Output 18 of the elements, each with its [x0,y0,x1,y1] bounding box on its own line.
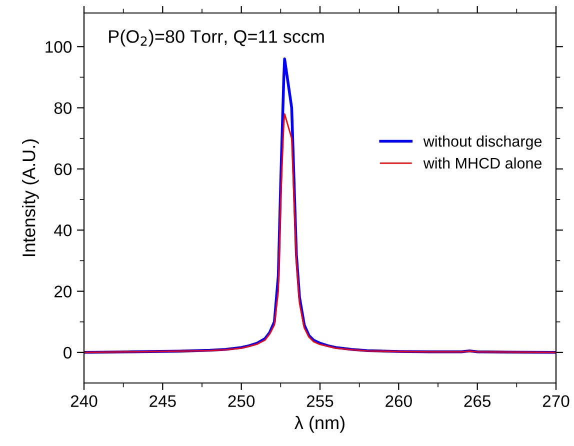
x-axis-title: λ (nm) [294,416,344,433]
y-tick-label: 20 [54,286,72,298]
y-tick-label: 40 [54,224,72,236]
y-tick-label: 80 [54,102,72,114]
annotation: P(O$_{2}$)=80 Torr, Q=11 sccm [109,30,324,46]
x-tick-label: 240 [70,395,98,408]
x-tick-label: 255 [306,395,334,408]
x-tick-label: 250 [228,395,255,408]
y-tick-label: 60 [54,163,72,176]
x-tick-label: 270 [542,395,570,408]
x-tick-label: 245 [150,395,176,408]
legend-label: with MHCD alone [423,157,542,169]
y-tick-label: 100 [46,41,72,53]
x-tick-label: 260 [386,395,412,408]
y-axis-title: Intensity (A.U.) [22,139,39,256]
legend-label: without discharge [423,136,542,150]
x-tick-label: 265 [464,395,491,408]
y-tick-label: 0 [64,346,72,359]
